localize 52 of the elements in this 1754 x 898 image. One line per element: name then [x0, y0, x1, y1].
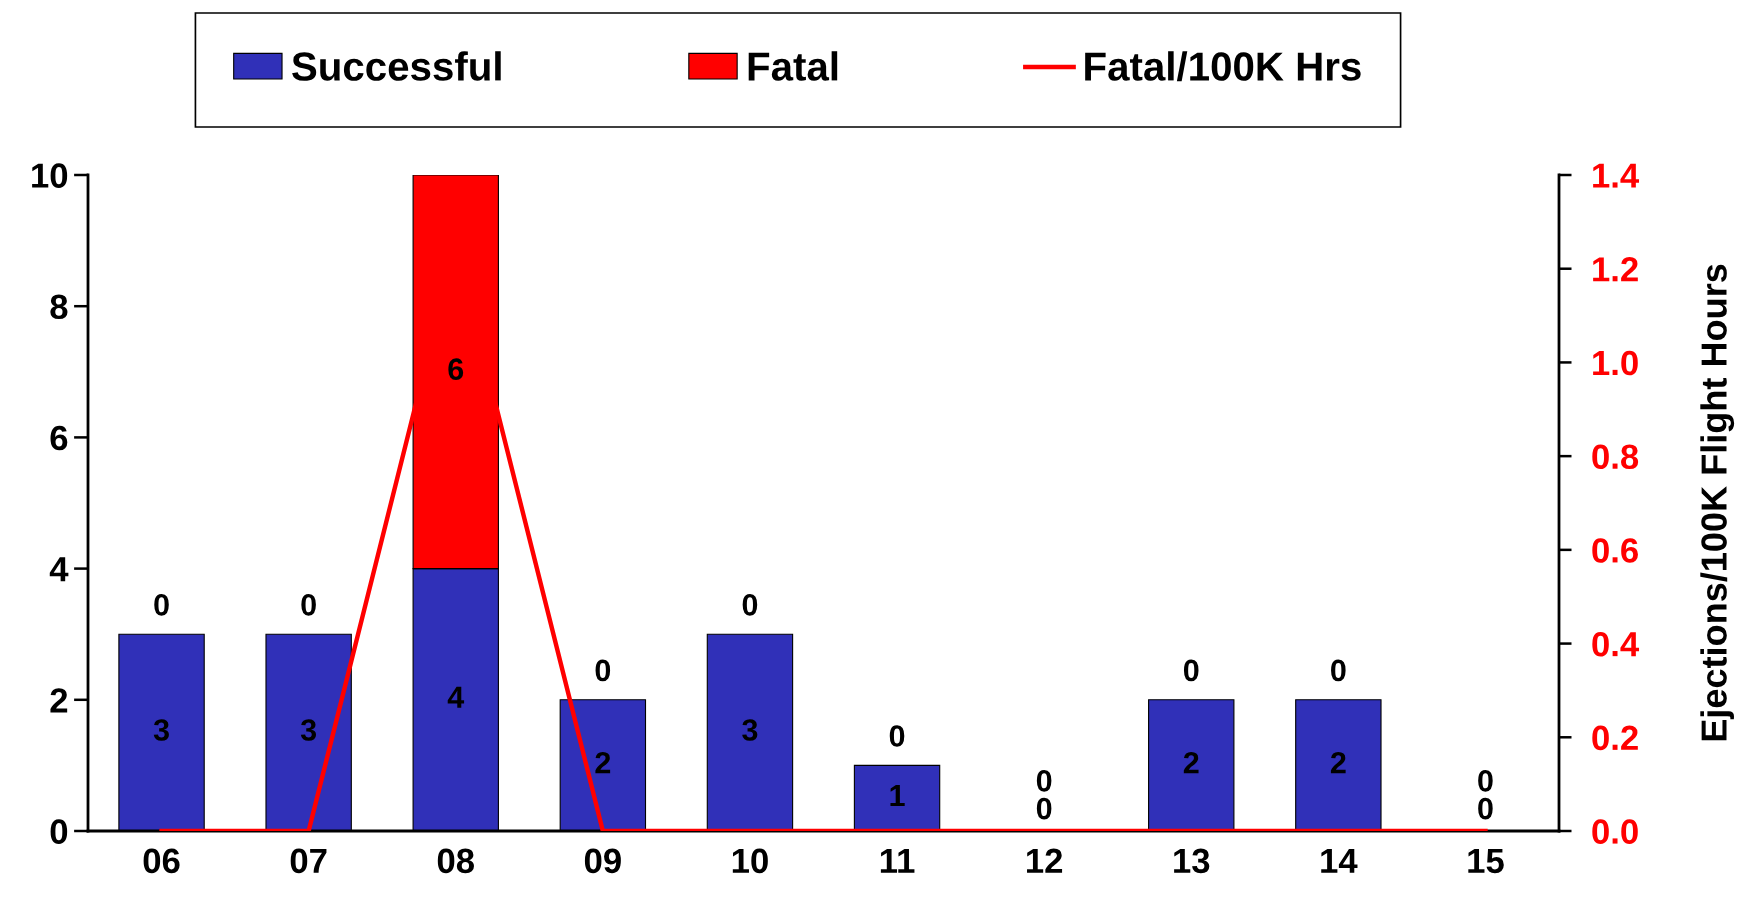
y-tick-label: 10 — [32, 163, 68, 188]
data-label: 0 — [1183, 659, 1199, 682]
bar — [853, 764, 941, 831]
data-label: 2 — [1183, 751, 1199, 774]
data-label: 0 — [301, 594, 316, 616]
x-tick-label: 12 — [1027, 848, 1063, 873]
x-tick-label: 07 — [290, 848, 327, 874]
bar — [706, 633, 794, 831]
y2-axis-title: Ejections/100K Flight Hours — [1700, 264, 1735, 741]
y2-tick-label: 0.8 — [1592, 444, 1639, 470]
y2-tick-label: 1.2 — [1593, 257, 1638, 282]
y2-tick-label: 1.4 — [1593, 163, 1640, 188]
x-tick-label: 08 — [437, 848, 474, 874]
y2-tick-label: 0.2 — [1592, 725, 1638, 751]
data-label: 0 — [1478, 797, 1493, 820]
legend-label: Fatal — [748, 51, 838, 81]
data-label: 1 — [890, 785, 905, 807]
x-tick-label: 13 — [1174, 848, 1210, 874]
data-label: 0 — [1478, 769, 1493, 792]
data-label: 3 — [153, 719, 169, 741]
y2-tick-label: 0.6 — [1592, 538, 1638, 563]
data-label: 4 — [447, 686, 465, 708]
y-tick-label: 6 — [50, 425, 68, 451]
x-tick-label: 14 — [1321, 848, 1358, 873]
data-label: 0 — [1036, 797, 1052, 820]
data-label: 6 — [448, 358, 464, 380]
y-tick-label: 2 — [50, 688, 68, 713]
data-label: 2 — [595, 751, 611, 774]
y-tick-label: 8 — [50, 294, 68, 320]
x-tick-label: 15 — [1468, 848, 1504, 874]
bar — [1295, 699, 1382, 831]
x-tick-label: 06 — [143, 848, 180, 874]
data-label: 0 — [742, 594, 758, 616]
y2-tick-label: 1.0 — [1593, 350, 1638, 376]
data-label: 0 — [595, 659, 611, 682]
data-label: 0 — [1331, 659, 1346, 682]
data-label: 3 — [300, 719, 317, 741]
bar — [1148, 699, 1235, 831]
y-tick-label: 4 — [49, 557, 69, 582]
legend-label: Successful — [292, 51, 501, 81]
x-tick-label: 09 — [584, 848, 621, 874]
data-label: 0 — [1036, 769, 1052, 792]
y-tick-label: 0 — [50, 819, 68, 844]
x-tick-label: 11 — [880, 848, 915, 873]
x-tick-label: 10 — [732, 848, 768, 874]
y2-tick-label: 0.0 — [1592, 819, 1638, 844]
y2-tick-label: 0.4 — [1592, 631, 1640, 657]
data-label: 0 — [154, 594, 169, 616]
data-label: 0 — [889, 725, 905, 747]
data-label: 3 — [742, 719, 758, 741]
data-label: 2 — [1330, 751, 1346, 774]
legend-label: Fatal/100K Hrs — [1085, 51, 1361, 82]
